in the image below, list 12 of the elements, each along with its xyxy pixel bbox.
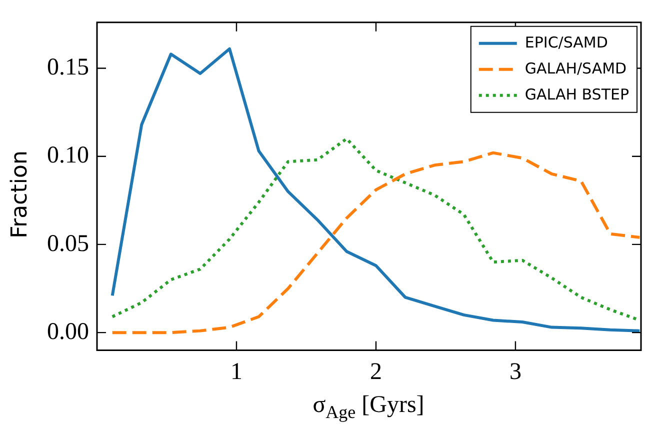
legend-label: GALAH BSTEP bbox=[524, 85, 630, 104]
y-tick-label: 0.05 bbox=[47, 230, 89, 257]
x-axis-title: σ$_{Age}$ [Gyrs] bbox=[312, 392, 426, 423]
legend-label: EPIC/SAMD bbox=[524, 33, 608, 52]
legend-label: GALAH/SAMD bbox=[524, 59, 627, 78]
x-tick-label: 1 bbox=[230, 358, 242, 385]
y-axis-title: Fraction bbox=[8, 150, 32, 240]
x-tick-label: 2 bbox=[370, 358, 382, 385]
y-tick-label: 0.10 bbox=[47, 142, 89, 169]
y-tick-label: 0.15 bbox=[47, 54, 89, 81]
y-tick-label: 0.00 bbox=[47, 318, 89, 345]
x-tick-label: 3 bbox=[509, 358, 522, 385]
